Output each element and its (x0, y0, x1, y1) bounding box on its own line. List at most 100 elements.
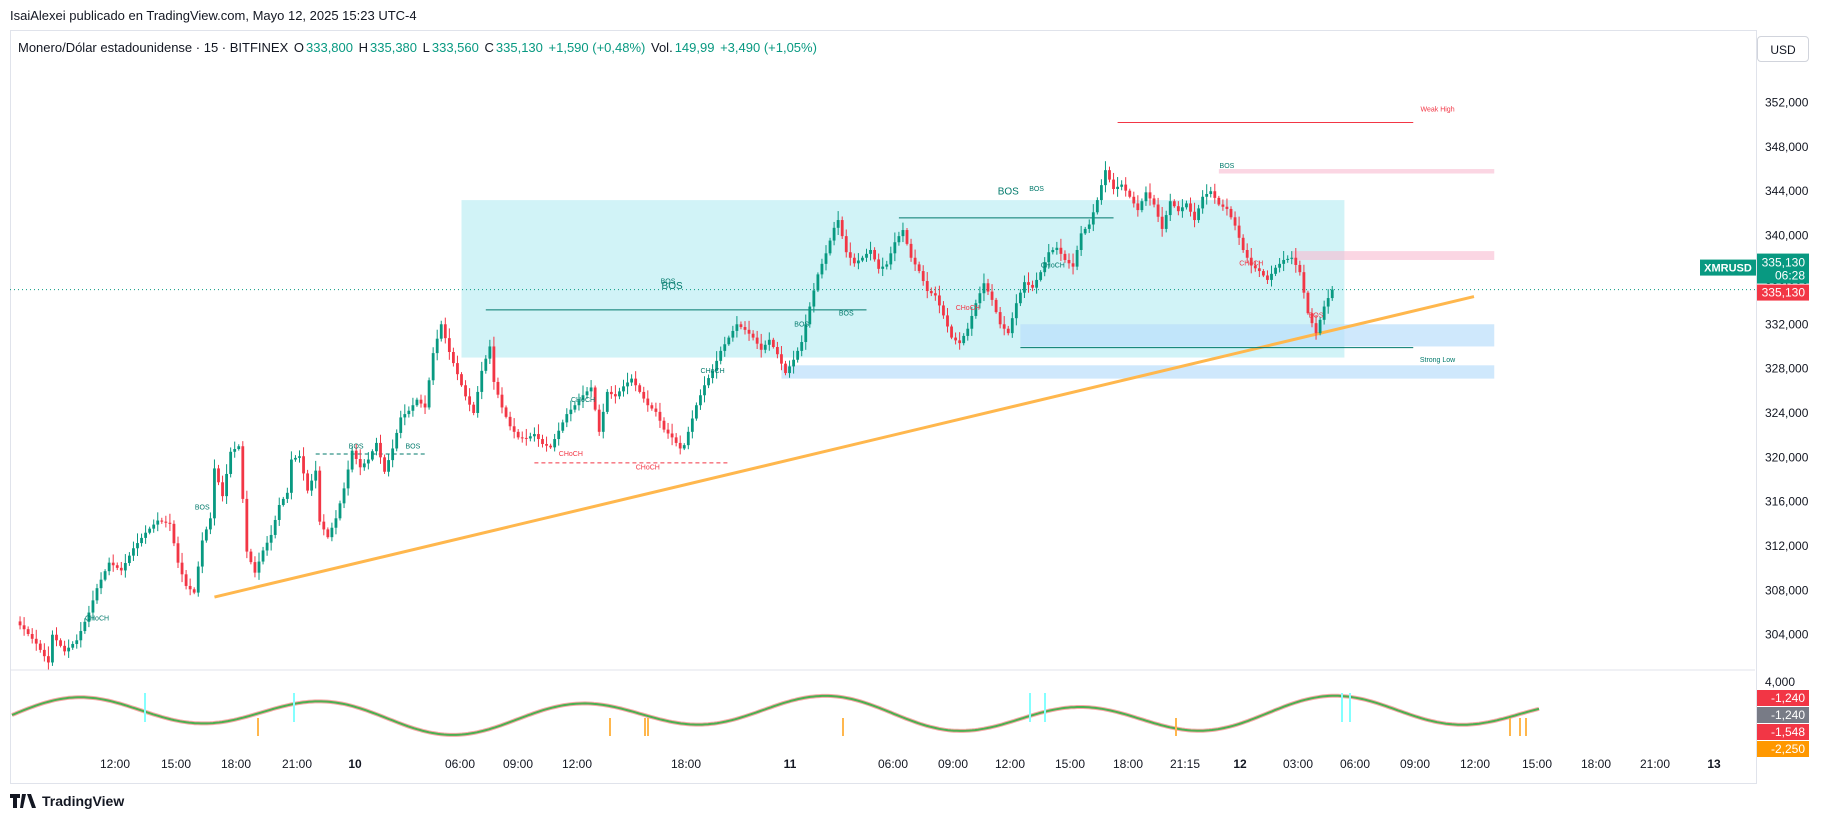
oscillator-tag-text: -2,250 (1771, 742, 1805, 756)
candle (1290, 251, 1294, 265)
candle (1156, 197, 1160, 223)
candle-body (123, 563, 127, 571)
candle (128, 552, 131, 566)
candle (695, 402, 698, 421)
candle-body (577, 400, 581, 406)
candle-body (763, 344, 767, 350)
candle-body (626, 382, 629, 387)
order-block-zone (781, 365, 1495, 379)
candle (221, 475, 224, 502)
candle (897, 231, 901, 246)
order-block-zone (1020, 324, 1495, 347)
candle-body (852, 257, 856, 264)
candle-body (974, 303, 978, 316)
candle-body (456, 363, 459, 375)
candle-body (1290, 257, 1294, 259)
trendline[interactable] (214, 295, 1475, 599)
structure-label: CHoCH (1239, 261, 1263, 268)
candle (1245, 243, 1249, 264)
tradingview-logo[interactable]: TradingView (10, 793, 124, 809)
x-tick-label: 15:00 (161, 757, 191, 771)
candle (674, 433, 678, 447)
candle (950, 324, 953, 340)
candle-body (1055, 247, 1059, 250)
structure-label: CHoCH (956, 305, 980, 312)
candle (209, 512, 212, 535)
candle-body (1189, 203, 1192, 212)
y-tick-label: 352,000 (1765, 96, 1809, 110)
candle-body (609, 391, 613, 395)
candle (1091, 204, 1095, 232)
structure-label: BOS (794, 321, 809, 328)
candle-body (492, 346, 496, 382)
candle-body (780, 354, 783, 364)
candle-body (1209, 191, 1213, 194)
premium-zone (1291, 251, 1495, 260)
candle (1209, 186, 1213, 198)
candle-body (269, 534, 273, 543)
candle (828, 237, 832, 256)
candle (776, 341, 779, 359)
candle-body (820, 263, 824, 275)
candle-body (79, 631, 83, 641)
candle (1083, 226, 1087, 235)
candle-body (520, 437, 524, 439)
symbol-legend[interactable]: Monero/Dólar estadounidense · 15 · BITFI… (18, 40, 819, 55)
candle (1031, 280, 1034, 292)
candle-body (1010, 318, 1014, 334)
candle-body (245, 498, 249, 552)
currency-button[interactable]: USD (1757, 36, 1809, 62)
candle (528, 432, 532, 442)
low-label: L (422, 40, 430, 55)
candle (298, 450, 301, 463)
candle-body (1201, 196, 1205, 209)
candle (261, 546, 265, 565)
candle (618, 387, 621, 400)
candle-body (431, 353, 435, 381)
candle (1116, 177, 1119, 197)
candle (249, 548, 253, 565)
candle (1027, 272, 1030, 293)
candle (609, 386, 613, 399)
candle-body (334, 518, 338, 528)
candle-body (844, 236, 848, 253)
change-value: +1,590 (+0,48%) (548, 40, 646, 55)
candle-body (411, 405, 415, 411)
candle-body (423, 403, 427, 408)
candle-body (707, 378, 710, 386)
candle (998, 306, 1002, 329)
candle-body (593, 387, 597, 410)
candle-body (241, 446, 245, 499)
candle-body (970, 315, 974, 329)
x-tick-label: 18:00 (1581, 757, 1611, 771)
candle-body (1185, 203, 1188, 208)
structure-label: BOS (661, 278, 676, 285)
candle-body (87, 612, 91, 622)
candle (132, 541, 135, 561)
candle (808, 302, 812, 328)
candle-body (443, 324, 447, 339)
candle-body (468, 396, 471, 405)
oscillator-band (11, 693, 1540, 737)
candle-body (634, 378, 638, 386)
candle (824, 245, 828, 271)
candle-body (885, 264, 889, 267)
candle (472, 401, 476, 416)
candle (885, 260, 889, 270)
candle-body (1043, 262, 1047, 273)
candle-body (804, 324, 808, 343)
candle (30, 628, 34, 644)
candle-body (950, 326, 953, 338)
candle-body (719, 350, 723, 361)
high-value: 335,380 (370, 40, 418, 55)
candle-body (26, 629, 30, 634)
candle (1233, 211, 1237, 231)
symbol-name[interactable]: Monero/Dólar estadounidense · 15 · BITFI… (18, 40, 289, 55)
oscillator-line (11, 694, 1540, 736)
candle-body (95, 588, 99, 601)
candle (848, 242, 852, 266)
candle-body (954, 337, 957, 341)
candle-body (686, 431, 690, 446)
candle-body (1310, 313, 1314, 324)
